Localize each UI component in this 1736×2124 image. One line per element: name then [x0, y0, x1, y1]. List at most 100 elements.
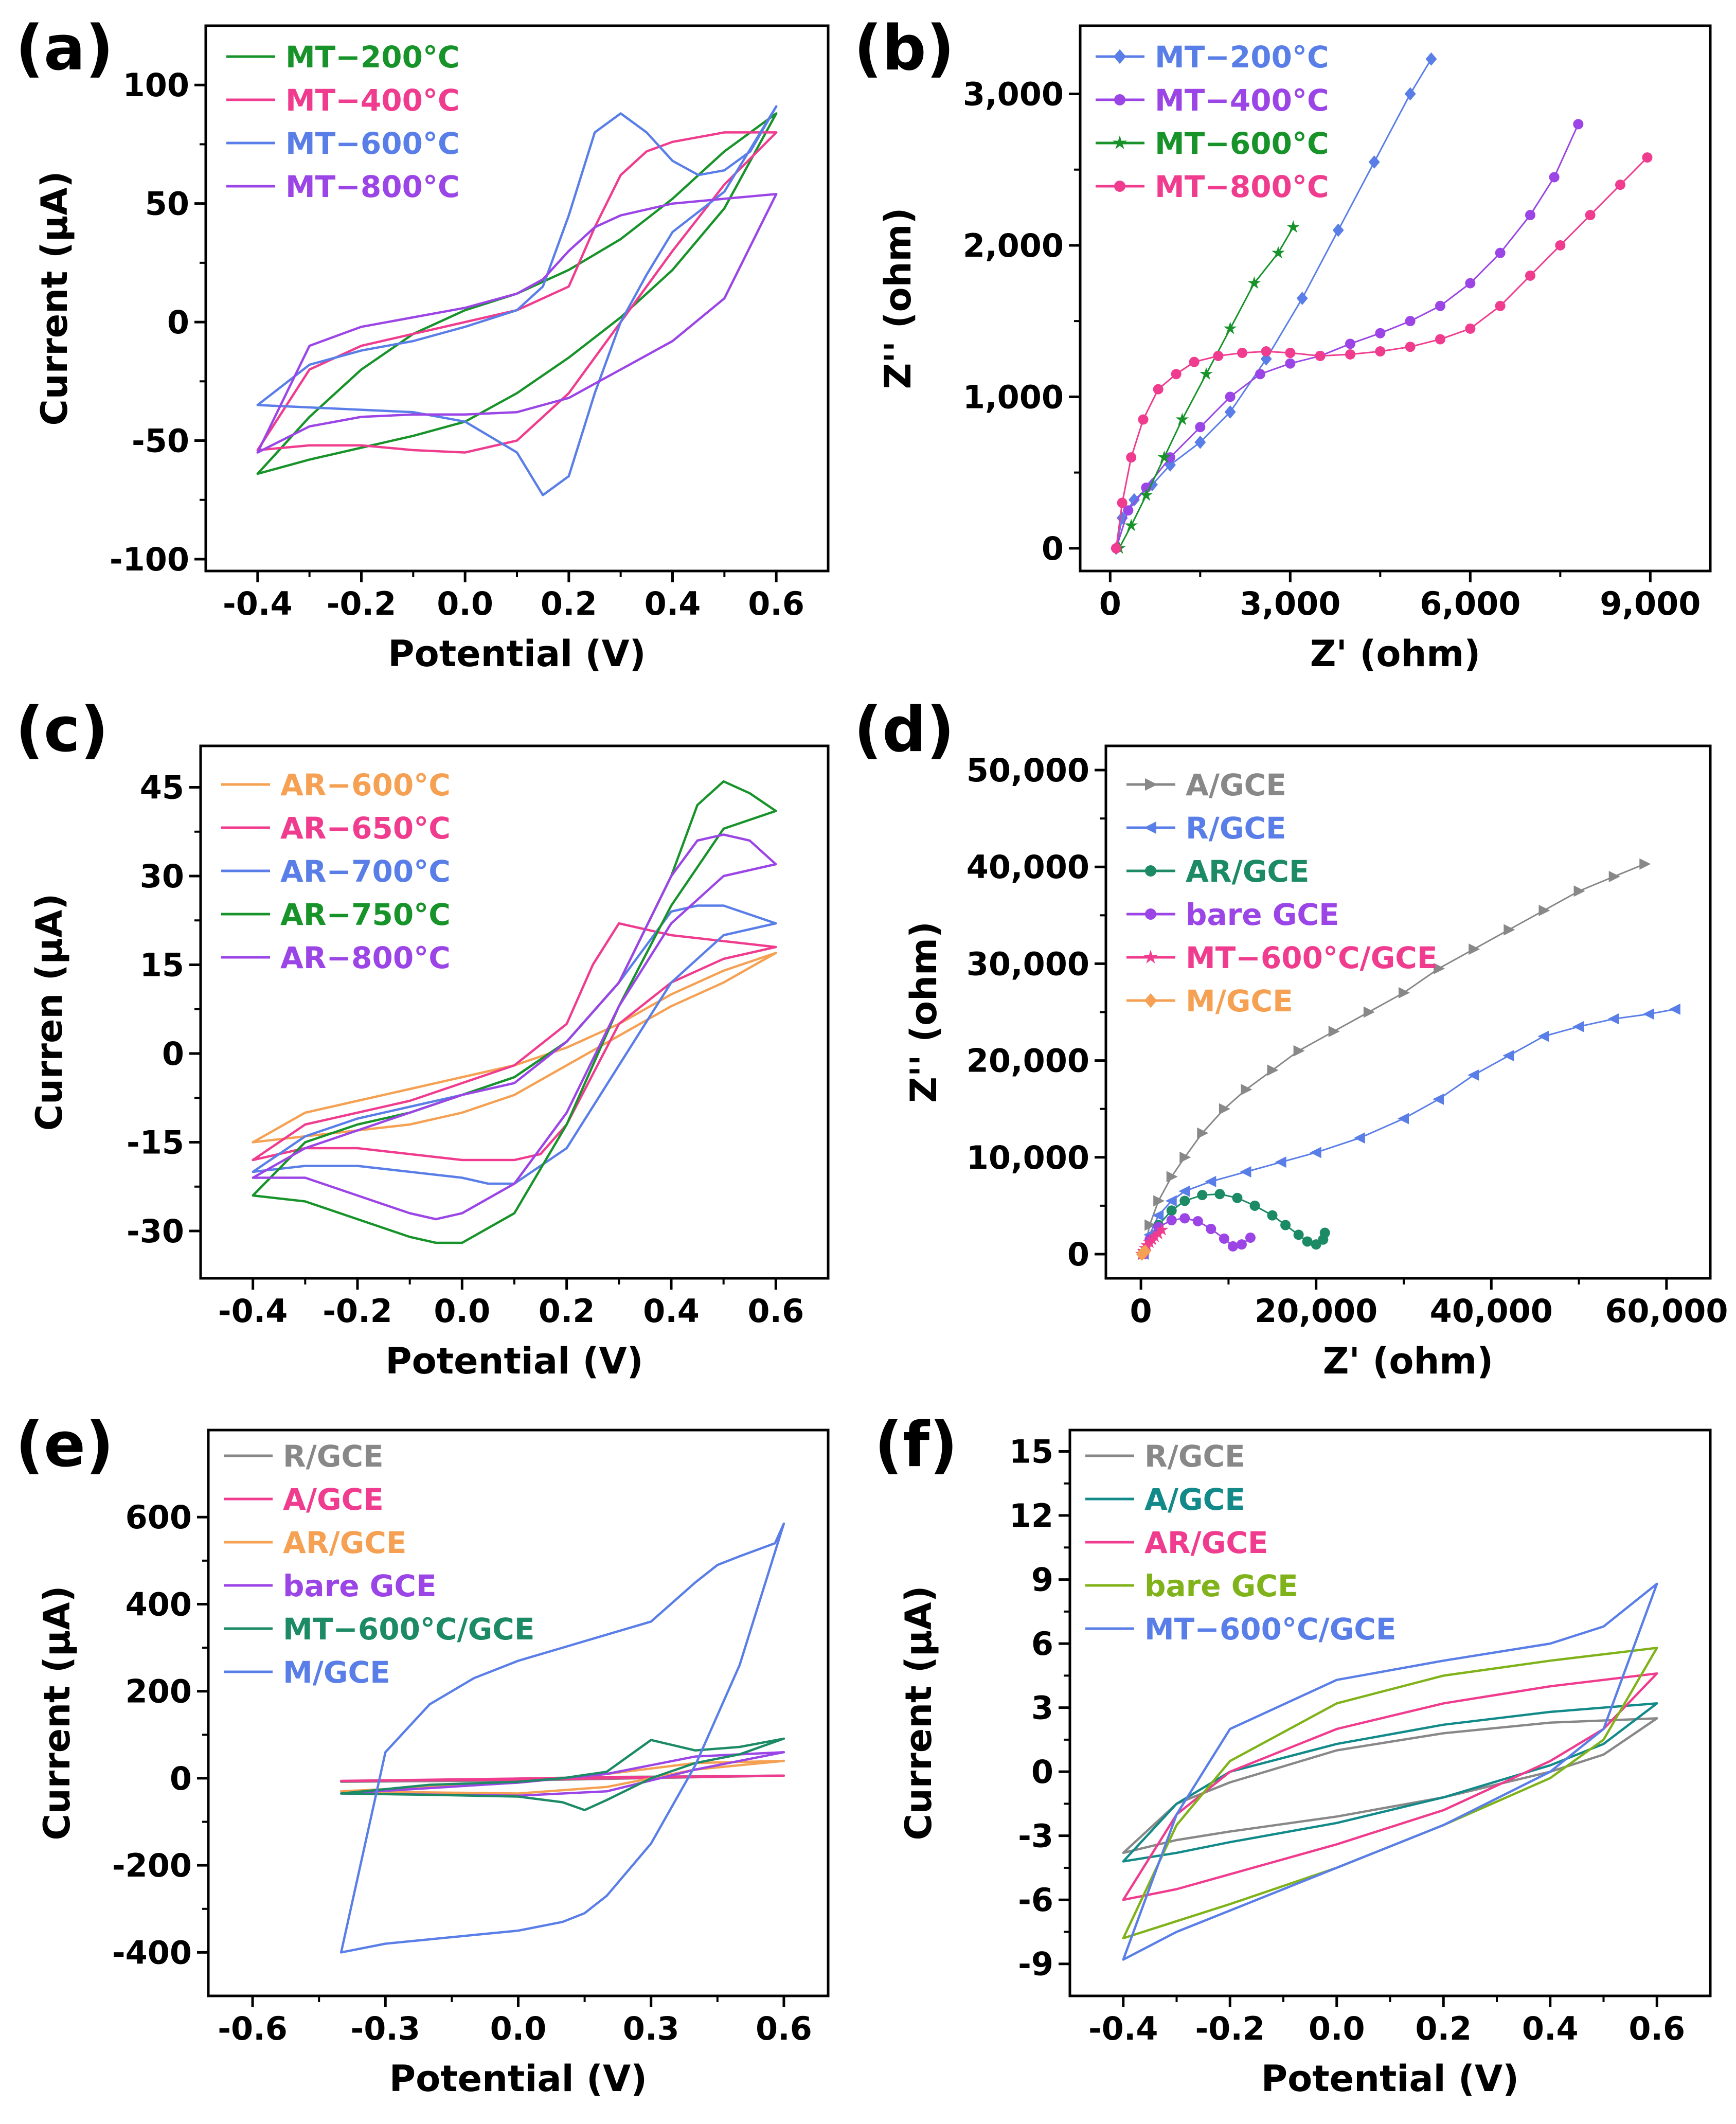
data-point: [1433, 1093, 1444, 1105]
data-point: [1435, 300, 1445, 311]
data-point: [1293, 1229, 1304, 1240]
legend-label: A/GCE: [1186, 768, 1286, 802]
legend-label: M/GCE: [1186, 984, 1293, 1019]
data-point: [1126, 452, 1137, 463]
data-point: [1465, 278, 1476, 289]
data-point: [1247, 276, 1261, 289]
data-point: [1332, 223, 1344, 237]
legend-marker: [1143, 821, 1156, 834]
y-tick-label: 3: [1031, 1689, 1053, 1727]
series-line: [252, 833, 777, 1221]
data-point: [1293, 1045, 1305, 1057]
series-2: AR/GCE: [224, 1525, 785, 1795]
data-point: [1166, 1205, 1177, 1216]
data-point: [1296, 292, 1308, 305]
legend-label: AR−700°C: [280, 854, 451, 889]
x-tick-label: 0.0: [434, 1292, 490, 1330]
series-2: MT−600°C: [226, 105, 778, 496]
legend-marker: [1144, 993, 1157, 1008]
x-tick-label: 0.6: [1628, 2010, 1685, 2047]
data-point: [1138, 414, 1149, 425]
data-point: [1240, 1166, 1251, 1177]
data-point: [1572, 1021, 1584, 1032]
data-point: [1495, 300, 1506, 311]
x-tick-label: -0.4: [218, 1292, 288, 1330]
x-tick-label: -0.2: [327, 585, 397, 622]
legend-label: AR−650°C: [280, 811, 451, 846]
series-line: [1122, 1702, 1658, 1863]
x-tick-label: 0.0: [437, 585, 493, 622]
x-tick-label: 0: [1130, 1292, 1152, 1330]
y-tick-label: 50: [145, 185, 189, 223]
data-point: [1375, 328, 1386, 338]
x-tick-label: 0.2: [541, 585, 597, 622]
data-point: [1166, 1171, 1178, 1183]
data-point: [1549, 172, 1560, 183]
legend-marker: [1145, 778, 1158, 791]
series-line: [1142, 1008, 1676, 1255]
data-point: [1214, 1189, 1225, 1200]
x-tick-label: 0.4: [645, 585, 701, 622]
data-point: [1166, 1215, 1177, 1226]
series-1: R/GCE: [1126, 811, 1680, 1260]
y-tick-label: -400: [112, 1934, 192, 1971]
data-point: [1328, 1026, 1340, 1038]
data-point: [1555, 240, 1566, 251]
data-point: [1224, 405, 1236, 419]
x-tick-label: 0.0: [490, 2010, 547, 2047]
y-tick-label: 15: [1009, 1433, 1053, 1471]
data-point: [1124, 519, 1138, 531]
data-point: [1219, 1233, 1229, 1244]
data-point: [1642, 152, 1653, 163]
legend-label: M/GCE: [283, 1655, 390, 1690]
x-tick-label: 0.6: [748, 585, 804, 622]
panel-label: (c): [15, 694, 109, 766]
series-4: MT−600°C/GCE: [224, 1612, 785, 1811]
panel-a: (a) -0.4 -0.2 0.0 0.2 0.4 0.6 -100 -50 0 50 100 Pote…: [15, 13, 830, 675]
data-point: [1319, 1227, 1330, 1238]
data-point: [1206, 1224, 1216, 1235]
data-point: [1152, 1209, 1164, 1221]
legend-label: AR/GCE: [1144, 1525, 1268, 1560]
series-line: [1122, 1717, 1658, 1854]
legend-label: MT−200°C: [1155, 40, 1329, 75]
data-point: [1153, 1195, 1165, 1207]
legend-label: A/GCE: [283, 1482, 384, 1517]
legend-label: A/GCE: [1144, 1482, 1245, 1517]
data-point: [1144, 1219, 1156, 1231]
panel-b: (b) 0 3,000 6,000 9,000 0 1,000 2,000 3,000 Z' (o…: [854, 13, 1712, 675]
series-0: A/GCE: [1126, 768, 1651, 1260]
y-tick-label: 15: [140, 947, 184, 984]
y-tick-label: 40,000: [967, 848, 1089, 886]
data-point: [1405, 316, 1416, 327]
series-line: [256, 105, 778, 496]
data-point: [1171, 369, 1182, 380]
y-tick-label: 6: [1031, 1625, 1053, 1663]
panel-label: (a): [15, 13, 114, 84]
x-axis-label: Potential (V): [388, 633, 646, 675]
data-point: [1573, 119, 1584, 130]
legend-label: AR−750°C: [280, 897, 451, 932]
x-tick-label: 0.4: [643, 1292, 700, 1330]
y-tick-label: 200: [126, 1673, 192, 1710]
y-tick-label: 0: [1067, 1236, 1089, 1273]
data-point: [1249, 1200, 1260, 1211]
series-line: [1142, 863, 1645, 1255]
legend-label: bare GCE: [1186, 897, 1339, 932]
x-tick-label: 6,000: [1420, 585, 1520, 622]
legend-label: MT−400°C: [285, 83, 460, 118]
data-point: [1165, 1195, 1177, 1207]
series-2: AR−700°C: [221, 854, 777, 1185]
x-tick-label: 0.2: [1415, 2010, 1472, 2047]
series-line: [339, 1737, 785, 1811]
data-point: [1608, 871, 1620, 883]
legend-marker: [1145, 865, 1156, 877]
data-point: [1538, 904, 1550, 916]
data-point: [1129, 493, 1140, 507]
x-tick-label: -0.4: [1088, 2010, 1158, 2047]
data-point: [1368, 155, 1380, 169]
y-axis-label: Current (μA): [898, 1585, 940, 1840]
data-point: [1179, 1195, 1190, 1206]
data-point: [1267, 1064, 1279, 1076]
data-point: [1469, 943, 1480, 955]
